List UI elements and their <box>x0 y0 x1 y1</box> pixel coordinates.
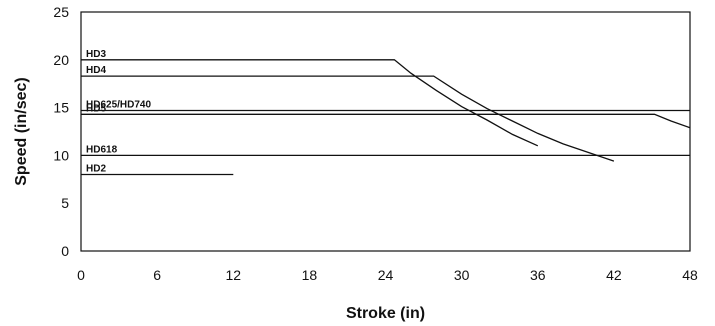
x-tick-label: 18 <box>302 267 318 283</box>
series-line-hd5 <box>81 113 691 129</box>
x-tick-label: 36 <box>530 267 546 283</box>
series-label-hd2: HD2 <box>86 164 106 175</box>
series-label-hd3: HD3 <box>86 49 106 60</box>
series-line-hd4 <box>81 75 615 162</box>
y-axis-title: Speed (in/sec) <box>13 77 30 185</box>
series-label-hd5: HD5 <box>86 103 106 114</box>
x-tick-label: 6 <box>153 267 161 283</box>
x-axis-title: Stroke (in) <box>346 305 425 322</box>
tick-labels: 0 6 12 18 24 30 36 42 48 0 5 10 15 20 25 <box>53 4 698 283</box>
y-tick-label: 5 <box>61 195 69 211</box>
x-tick-label: 24 <box>378 267 394 283</box>
x-tick-label: 42 <box>606 267 622 283</box>
x-tick-label: 48 <box>682 267 698 283</box>
series-label-hd618: HD618 <box>86 144 118 155</box>
y-tick-label: 20 <box>53 52 69 68</box>
series-lines <box>81 59 691 176</box>
plot-area-frame <box>80 11 691 252</box>
x-tick-label: 12 <box>225 267 241 283</box>
series-label-hd4: HD4 <box>86 65 106 76</box>
y-tick-label: 0 <box>61 243 69 259</box>
y-tick-label: 25 <box>53 4 69 20</box>
series-label-hd625-hd740: HD625/HD740 <box>86 99 151 110</box>
x-tick-label: 30 <box>454 267 470 283</box>
y-tick-label: 10 <box>53 147 69 163</box>
x-tick-label: 0 <box>77 267 85 283</box>
y-tick-label: 15 <box>53 100 69 116</box>
series-line-hd3 <box>81 59 539 147</box>
